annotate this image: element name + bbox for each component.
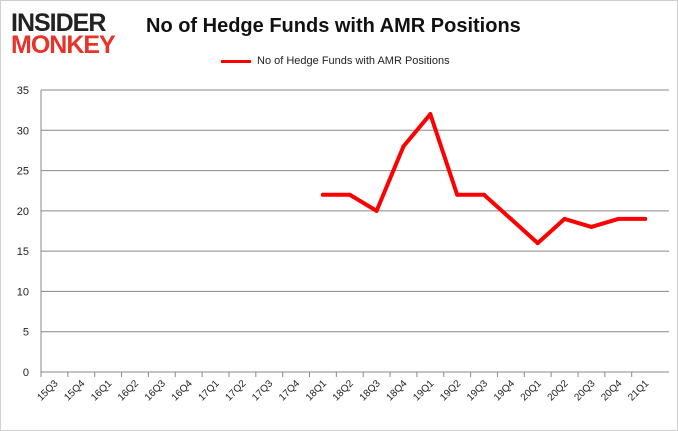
x-tick-label: 17Q4 bbox=[277, 378, 302, 403]
x-tick-label: 17Q3 bbox=[250, 378, 275, 403]
data-point bbox=[320, 192, 325, 197]
x-tick-label: 18Q2 bbox=[331, 378, 356, 403]
x-tick-label: 15Q3 bbox=[35, 378, 60, 403]
x-tick-label: 21Q1 bbox=[626, 378, 651, 403]
x-tick-label: 19Q4 bbox=[492, 378, 517, 403]
x-tick-label: 16Q4 bbox=[170, 378, 195, 403]
x-tick-label: 18Q3 bbox=[358, 378, 383, 403]
data-point bbox=[455, 192, 460, 197]
x-tick-label: 20Q2 bbox=[546, 378, 571, 403]
data-point bbox=[535, 241, 540, 246]
y-tick-label: 35 bbox=[17, 85, 29, 97]
data-point bbox=[401, 144, 406, 149]
x-tick-label: 18Q1 bbox=[304, 378, 329, 403]
x-tick-label: 15Q4 bbox=[62, 378, 87, 403]
data-point bbox=[508, 216, 513, 221]
x-tick-label: 18Q4 bbox=[385, 378, 410, 403]
y-tick-label: 10 bbox=[17, 286, 29, 298]
series-line bbox=[320, 112, 648, 246]
x-tick-label: 19Q3 bbox=[465, 378, 490, 403]
x-tick-label: 19Q2 bbox=[438, 378, 463, 403]
logo-insider: INSIDER bbox=[11, 9, 106, 37]
x-tick-label: 20Q1 bbox=[519, 378, 544, 403]
logo-monkey: MONKEY bbox=[11, 31, 116, 59]
y-tick-label: 20 bbox=[17, 206, 29, 218]
data-point bbox=[428, 112, 433, 117]
legend: No of Hedge Funds with AMR Positions bbox=[221, 55, 450, 67]
legend-swatch bbox=[221, 59, 251, 63]
x-tick-label: 17Q1 bbox=[197, 378, 222, 403]
data-point bbox=[589, 224, 594, 229]
data-point bbox=[616, 216, 621, 221]
chart-title: No of Hedge Funds with AMR Positions bbox=[146, 15, 521, 37]
y-tick-label: 15 bbox=[17, 246, 29, 258]
y-tick-label: 0 bbox=[23, 367, 29, 379]
x-tick-label: 19Q1 bbox=[411, 378, 436, 403]
x-tick-label: 16Q3 bbox=[143, 378, 168, 403]
x-tick-label: 16Q2 bbox=[116, 378, 141, 403]
x-tick-label: 16Q1 bbox=[89, 378, 114, 403]
data-point bbox=[482, 192, 487, 197]
y-tick-label: 25 bbox=[17, 166, 29, 178]
x-tick-label: 20Q3 bbox=[572, 378, 597, 403]
legend-label: No of Hedge Funds with AMR Positions bbox=[257, 55, 450, 67]
y-tick-label: 30 bbox=[17, 125, 29, 137]
x-tick-label: 20Q4 bbox=[599, 378, 624, 403]
data-point bbox=[374, 208, 379, 213]
data-point bbox=[562, 216, 567, 221]
data-point bbox=[643, 216, 648, 221]
x-tick-label: 17Q2 bbox=[223, 378, 248, 403]
data-point bbox=[347, 192, 352, 197]
y-tick-label: 5 bbox=[23, 327, 29, 339]
